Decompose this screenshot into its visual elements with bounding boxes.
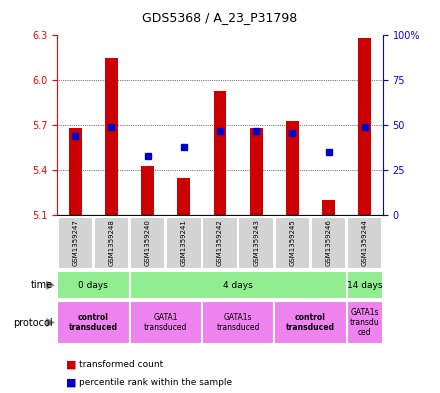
FancyBboxPatch shape <box>166 217 202 269</box>
FancyBboxPatch shape <box>347 217 382 269</box>
Text: 4 days: 4 days <box>223 281 253 290</box>
Text: GSM1359243: GSM1359243 <box>253 220 259 266</box>
FancyBboxPatch shape <box>311 217 346 269</box>
Bar <box>141 166 154 215</box>
Bar <box>69 129 82 215</box>
Bar <box>177 178 190 215</box>
Text: control
transduced: control transduced <box>69 313 118 332</box>
Text: GSM1359248: GSM1359248 <box>109 220 114 266</box>
Text: time: time <box>31 280 53 290</box>
Text: ■: ■ <box>66 360 77 370</box>
Bar <box>359 39 371 215</box>
Bar <box>250 129 263 215</box>
Text: percentile rank within the sample: percentile rank within the sample <box>79 378 232 387</box>
Text: 14 days: 14 days <box>347 281 382 290</box>
FancyBboxPatch shape <box>58 217 93 269</box>
FancyBboxPatch shape <box>202 301 274 344</box>
Polygon shape <box>46 281 55 290</box>
Text: control
transduced: control transduced <box>286 313 335 332</box>
Text: 0 days: 0 days <box>78 281 108 290</box>
Polygon shape <box>46 318 55 327</box>
Text: GSM1359245: GSM1359245 <box>290 220 295 266</box>
FancyBboxPatch shape <box>129 271 347 299</box>
Text: transformed count: transformed count <box>79 360 163 369</box>
FancyBboxPatch shape <box>94 217 129 269</box>
FancyBboxPatch shape <box>202 217 238 269</box>
Text: GSM1359247: GSM1359247 <box>72 220 78 266</box>
FancyBboxPatch shape <box>130 217 165 269</box>
FancyBboxPatch shape <box>347 271 383 299</box>
Text: GDS5368 / A_23_P31798: GDS5368 / A_23_P31798 <box>143 11 297 24</box>
FancyBboxPatch shape <box>274 301 347 344</box>
Text: protocol: protocol <box>13 318 53 327</box>
Text: GATA1
transduced: GATA1 transduced <box>144 313 187 332</box>
Bar <box>322 200 335 215</box>
Text: GSM1359242: GSM1359242 <box>217 220 223 266</box>
FancyBboxPatch shape <box>275 217 310 269</box>
Bar <box>214 91 226 215</box>
FancyBboxPatch shape <box>238 217 274 269</box>
FancyBboxPatch shape <box>57 271 129 299</box>
FancyBboxPatch shape <box>129 301 202 344</box>
Text: GSM1359244: GSM1359244 <box>362 220 368 266</box>
Text: GATA1s
transduced: GATA1s transduced <box>216 313 260 332</box>
Text: GSM1359241: GSM1359241 <box>181 220 187 266</box>
FancyBboxPatch shape <box>347 301 383 344</box>
Text: GSM1359246: GSM1359246 <box>326 220 331 266</box>
Text: GSM1359240: GSM1359240 <box>145 220 150 266</box>
Text: ■: ■ <box>66 377 77 387</box>
FancyBboxPatch shape <box>57 301 129 344</box>
Bar <box>286 121 299 215</box>
Bar <box>105 58 118 215</box>
Text: GATA1s
transdu
ced: GATA1s transdu ced <box>350 308 380 338</box>
